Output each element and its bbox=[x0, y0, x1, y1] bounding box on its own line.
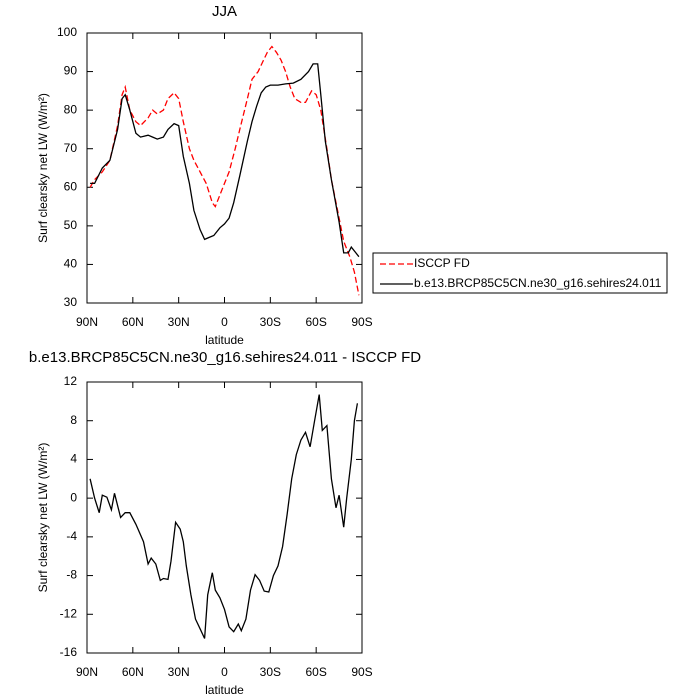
x-tick-label: 60S bbox=[305, 665, 326, 679]
x-tick-label: 60S bbox=[305, 315, 326, 329]
y-axis-label: Surf clearsky net LW (W/m²) bbox=[36, 93, 50, 243]
legend-box bbox=[372, 252, 668, 294]
chart-title: JJA bbox=[212, 3, 237, 20]
y-tick-label: 80 bbox=[64, 102, 78, 116]
y-tick-label: 40 bbox=[64, 257, 78, 271]
y-tick-label: 30 bbox=[64, 295, 78, 309]
x-tick-label: 90S bbox=[351, 665, 372, 679]
x-tick-label: 30S bbox=[260, 315, 281, 329]
y-tick-label: 60 bbox=[64, 179, 78, 193]
y-tick-label: 100 bbox=[57, 25, 77, 39]
y-tick-label: 4 bbox=[70, 452, 77, 466]
y-axis-label: Surf clearsky net LW (W/m²) bbox=[36, 443, 50, 593]
y-tick-label: -8 bbox=[66, 568, 77, 582]
y-tick-label: 90 bbox=[64, 64, 78, 78]
data-line bbox=[90, 63, 360, 258]
x-tick-label: 60N bbox=[122, 665, 144, 679]
x-tick-label: 60N bbox=[122, 315, 144, 329]
x-tick-label: 30S bbox=[260, 665, 281, 679]
y-tick-label: 70 bbox=[64, 141, 78, 155]
y-tick-label: -4 bbox=[66, 529, 77, 543]
y-tick-label: 12 bbox=[64, 374, 78, 388]
y-tick-label: 8 bbox=[70, 413, 77, 427]
y-tick-label: -16 bbox=[60, 645, 78, 659]
y-tick-label: 0 bbox=[70, 490, 77, 504]
legend-label: b.e13.BRCP85C5CN.ne30_g16.sehires24.011 bbox=[414, 276, 662, 290]
plot-frame bbox=[86, 32, 363, 304]
x-tick-label: 0 bbox=[221, 315, 228, 329]
x-tick-label: 90S bbox=[351, 315, 372, 329]
x-axis-label: latitude bbox=[205, 683, 244, 697]
y-tick-label: -12 bbox=[60, 606, 78, 620]
x-tick-label: 0 bbox=[221, 665, 228, 679]
x-tick-label: 90N bbox=[76, 315, 98, 329]
legend-label: ISCCP FD bbox=[414, 256, 470, 270]
plot-frame bbox=[86, 381, 363, 654]
data-line bbox=[89, 45, 360, 296]
x-tick-label: 90N bbox=[76, 665, 98, 679]
x-tick-label: 30N bbox=[168, 315, 190, 329]
x-axis-label: latitude bbox=[205, 333, 244, 347]
chart-title: b.e13.BRCP85C5CN.ne30_g16.sehires24.011 … bbox=[29, 349, 421, 366]
y-tick-label: 50 bbox=[64, 218, 78, 232]
x-tick-label: 30N bbox=[168, 665, 190, 679]
data-line bbox=[89, 394, 359, 639]
